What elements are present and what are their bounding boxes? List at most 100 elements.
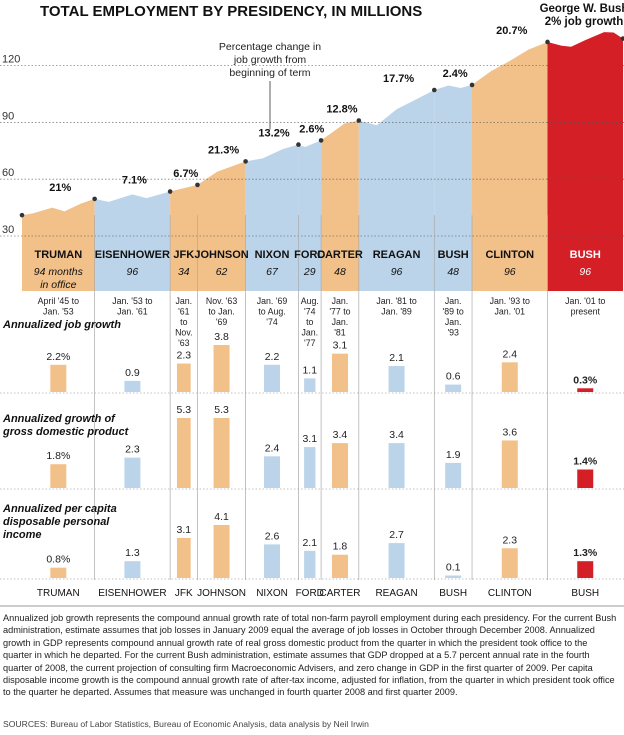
bar-value-label: 0.8% [46, 554, 70, 566]
tenure-label: 96 [391, 266, 403, 278]
bottom-name-label: BUSH [571, 588, 599, 599]
bar-value-label: 2.4 [265, 442, 280, 454]
y-tick-label: 90 [2, 110, 14, 122]
employment-area-segment [94, 191, 171, 291]
bar-income [445, 575, 462, 578]
date-range-label: Aug. [301, 296, 319, 306]
date-range-label: Jan. '01 [495, 307, 526, 317]
percent-change-label: 13.2% [258, 128, 289, 140]
bar-job [577, 388, 594, 392]
tenure-label: 62 [216, 266, 228, 278]
term-boundary-dot [243, 159, 248, 164]
employment-area-segment [22, 198, 95, 291]
bar-value-label: 1.8% [46, 450, 70, 462]
date-range-label: '74 [304, 307, 316, 317]
bar-job [264, 364, 281, 392]
bar-income [577, 561, 594, 578]
date-range-label: Jan. [332, 317, 349, 327]
term-boundary-dot [19, 212, 25, 218]
date-range-label: April '45 to [38, 296, 79, 306]
bar-value-label: 5.3 [177, 404, 192, 416]
president-name-label: BUSH [570, 249, 601, 261]
date-range-label: Jan. [332, 296, 349, 306]
bottom-name-label: CLINTON [488, 588, 532, 599]
employment-area-segment [170, 184, 198, 291]
panel-title-line: Annualized job growth [2, 319, 121, 331]
bar-value-label: 2.7 [389, 529, 404, 541]
date-range-label: Jan. '01 to [565, 296, 605, 306]
percent-change-label: 6.7% [173, 168, 198, 180]
bar-gdp [50, 464, 67, 488]
bar-value-label: 4.1 [214, 511, 229, 523]
chart-title: TOTAL EMPLOYMENT BY PRESIDENCY, IN MILLI… [40, 3, 422, 20]
panel-title-line: income [3, 529, 42, 541]
bar-gdp [501, 440, 518, 488]
bar-value-label: 1.8 [333, 541, 348, 553]
footnotes: Annualized job growth represents the com… [3, 613, 617, 698]
tenure-label: 34 [178, 266, 190, 278]
president-name-label: REAGAN [373, 249, 421, 261]
date-range-label: Jan. '53 to [112, 296, 152, 306]
callout-text-line: Percentage change in [219, 41, 321, 53]
tenure-label: 29 [303, 266, 316, 278]
date-range-label: Jan. [175, 296, 192, 306]
bar-value-label: 3.6 [502, 426, 517, 438]
president-name-label: EISENHOWER [95, 249, 170, 261]
employment-area-segment [358, 89, 435, 291]
term-boundary-dot [195, 182, 200, 188]
percent-change-label: 12.8% [326, 104, 357, 116]
employment-area-segment [197, 161, 246, 291]
bar-value-label: 0.3% [573, 374, 598, 386]
date-range-label: '77 to [329, 307, 350, 317]
bar-job [388, 366, 405, 392]
president-name-label: JFK [173, 249, 194, 261]
tenure-label: 48 [447, 266, 459, 278]
percent-change-label: 2.6% [299, 123, 324, 135]
bar-value-label: 3.1 [302, 433, 317, 445]
bar-value-label: 3.1 [333, 340, 348, 352]
employment-area-segment [472, 42, 548, 291]
term-boundary-dot [296, 142, 301, 147]
term-boundary-dot [545, 39, 550, 45]
bar-income [124, 561, 141, 578]
bar-gdp [213, 418, 230, 488]
date-range-label: present [571, 307, 601, 317]
employment-area-segment [434, 84, 473, 291]
bar-value-label: 5.3 [214, 404, 229, 416]
bar-income [331, 554, 348, 578]
bar-value-label: 2.3 [502, 534, 517, 546]
bar-gdp [445, 462, 462, 488]
date-range-label: '89 to [443, 307, 464, 317]
date-range-label: Jan. [301, 328, 318, 338]
date-range-label: Jan. '81 to [376, 296, 416, 306]
date-range-label: to [180, 317, 187, 327]
bar-gdp [577, 469, 594, 488]
bar-job [50, 364, 67, 392]
bar-gdp [304, 447, 316, 488]
bar-value-label: 2.4 [502, 348, 517, 360]
bottom-name-label: TRUMAN [37, 588, 80, 599]
bottom-name-label: NIXON [256, 588, 288, 599]
bottom-name-label: JFK [175, 588, 193, 599]
bottom-name-label: JOHNSON [197, 588, 246, 599]
bar-income [264, 544, 281, 578]
callout-text-line: beginning of term [229, 67, 310, 79]
term-boundary-dot [620, 36, 624, 41]
president-name-label: NIXON [255, 249, 290, 261]
percent-change-label: 20.7% [496, 25, 527, 37]
term-boundary-dot [167, 189, 173, 194]
y-tick-label: 60 [2, 167, 14, 179]
bar-value-label: 2.2 [265, 351, 280, 363]
bar-value-label: 2.1 [302, 537, 317, 549]
bar-job [331, 353, 348, 392]
bar-value-label: 0.6 [446, 371, 461, 383]
bar-value-label: 2.3 [177, 350, 192, 362]
date-range-label: Jan. [445, 296, 462, 306]
bar-value-label: 1.1 [302, 364, 317, 376]
date-range-label: Jan. '53 [43, 307, 74, 317]
date-range-label: '61 [178, 307, 190, 317]
president-name-label: CARTER [317, 249, 363, 261]
term-boundary-dot [356, 118, 362, 123]
tenure-label: 67 [266, 266, 279, 278]
